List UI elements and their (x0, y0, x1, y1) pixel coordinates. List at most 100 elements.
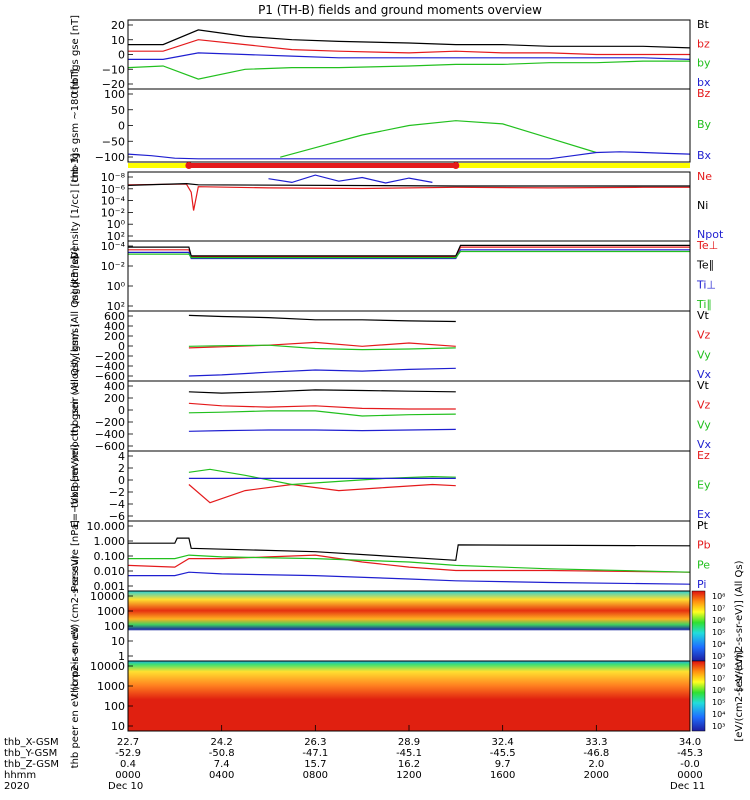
legend-Pi: Pi (697, 578, 706, 591)
y-tick-label: 100 (104, 88, 125, 101)
x-tick-x: 33.3 (585, 737, 607, 748)
y-tick-label: 0.001 (94, 580, 126, 593)
x-row-label: hhmm (4, 770, 36, 781)
colorbar (691, 590, 706, 662)
y-tick-label: 0 (118, 340, 125, 353)
x-tick-hhmm: 0000 (115, 770, 140, 781)
y-tick-label: 100 (104, 620, 125, 633)
legend-Ti⊥: Ti⊥ (696, 278, 716, 291)
x-tick-hhmm: 0000 (677, 770, 702, 781)
y-tick-label: −10 (102, 63, 125, 76)
y-tick-label: 10² (107, 300, 125, 313)
y-axis-label: thb peer velocity gsm (All Qs) [km/s] (70, 324, 81, 508)
series-bx (128, 52, 691, 60)
y-tick-label: 10⁻⁴ (101, 240, 126, 253)
x-tick-z: 9.7 (495, 759, 511, 770)
series-pe (128, 554, 691, 573)
series-pb (127, 554, 691, 573)
series-vz (188, 402, 456, 410)
y-tick-label: 20 (111, 19, 125, 32)
legend-By: By (697, 118, 712, 131)
x-tick-x: 32.4 (492, 737, 514, 748)
y-tick-label: −20 (102, 78, 125, 91)
x-tick-y: -45.5 (490, 748, 516, 759)
x-tick-x: 34.0 (679, 737, 701, 748)
series-bz (128, 39, 690, 56)
series-pt (128, 537, 691, 561)
legend-bx: bx (697, 76, 711, 89)
x-tick-hhmm: 1200 (396, 770, 421, 781)
x-tick-y: -47.1 (302, 748, 328, 759)
panel-1: 20 10 0−10 −20 thb fgs gse [nT] Bt bz by bx (70, 15, 711, 94)
y-tick-label: 10⁻⁸ (101, 171, 126, 184)
colorbar-tick: 10⁴ (712, 710, 725, 719)
x-tick-hhmm: 0800 (303, 770, 328, 781)
series-te (128, 244, 690, 257)
x-tick-z: 2.0 (588, 759, 604, 770)
series-vx (188, 367, 456, 377)
y-tick-label: −6 (109, 510, 125, 523)
series-vy (188, 344, 456, 351)
legend-Ex: Ex (697, 508, 711, 521)
x-row-label: thb_Y-GSM (4, 748, 57, 759)
y-tick-label: −50 (102, 135, 125, 148)
x-tick-x: 22.7 (117, 737, 139, 748)
y-tick-label: 600 (104, 310, 125, 323)
colorbar-tick: 10³ (712, 722, 725, 731)
series-vt (188, 389, 456, 394)
colorbar (691, 660, 706, 732)
x-row-label: thb_X-GSM (4, 737, 59, 748)
legend-Bz: Bz (697, 87, 711, 100)
y-tick-label: 10² (107, 230, 125, 243)
y-tick-label: 10⁰ (107, 280, 126, 293)
y-tick-label: 50 (111, 104, 125, 117)
y-tick-label: 200 (104, 330, 125, 343)
y-tick-label: 0 (118, 120, 125, 133)
series-vy (188, 410, 456, 417)
y-tick-label: 10⁻² (101, 206, 125, 219)
y-tick-label: 1000 (97, 680, 125, 693)
y-tick-label: 0.010 (94, 565, 126, 578)
y-tick-label: 1 (118, 650, 125, 663)
legend-Te∥: Te∥ (696, 259, 714, 272)
y-axis-label: E=−VxB [mV/m] (70, 444, 81, 527)
colorbar-tick: 10⁸ (712, 662, 725, 671)
legend-Ez: Ez (697, 449, 710, 462)
series-vx (188, 428, 456, 432)
series-ey (188, 468, 456, 486)
series-te (128, 246, 690, 258)
x-tick-x: 26.3 (304, 737, 326, 748)
y-axis-label: thb fgs gsm ~180 [nT] (70, 69, 81, 183)
region-segment (188, 163, 456, 168)
colorbar-label: [eV/(cm2-s-sr-eV)] (All Qs) (734, 560, 745, 691)
y-tick-label: −400 (95, 428, 125, 441)
chart-title: P1 (TH-B) fields and ground moments over… (258, 3, 542, 17)
series-by (280, 120, 597, 158)
panel-frame (127, 171, 691, 242)
legend-Bx: Bx (697, 149, 712, 162)
x-tick-y: -45.3 (677, 748, 703, 759)
panel-8: 10.000 1.000 0.100 0.010 0.001 Pressure [nPa]… (70, 519, 711, 593)
y-tick-label: 10000 (90, 590, 125, 603)
series-ti (128, 249, 690, 260)
y-tick-label: 10⁻⁴ (101, 195, 126, 208)
panel-10: 10⁸ 10⁷ 10⁶ 10⁵ 10⁴ 10³ 10000 1000 100 10 thb peer… (70, 624, 745, 769)
series-bt (128, 29, 691, 49)
y-tick-label: 1000 (97, 605, 125, 618)
x-tick-y: -52.9 (115, 748, 141, 759)
y-axis-label: thb peir velocity gsm (All Qs) [km/s] (70, 256, 81, 437)
x-tick-date: Dec 11 (670, 781, 705, 792)
legend-Pe: Pe (697, 558, 710, 571)
legend-Vz: Vz (697, 329, 711, 342)
legend-Ni: Ni (697, 199, 708, 212)
series-ni (127, 182, 690, 187)
legend-Vx: Vx (697, 368, 712, 381)
y-tick-label: −100 (95, 151, 125, 164)
y-tick-label: 10⁻² (101, 260, 125, 273)
colorbar-tick: 10⁶ (712, 616, 725, 625)
colorbar-tick: 10⁸ (712, 592, 725, 601)
x-tick-hhmm: 1600 (490, 770, 515, 781)
legend-Te⊥: Te⊥ (696, 239, 718, 252)
